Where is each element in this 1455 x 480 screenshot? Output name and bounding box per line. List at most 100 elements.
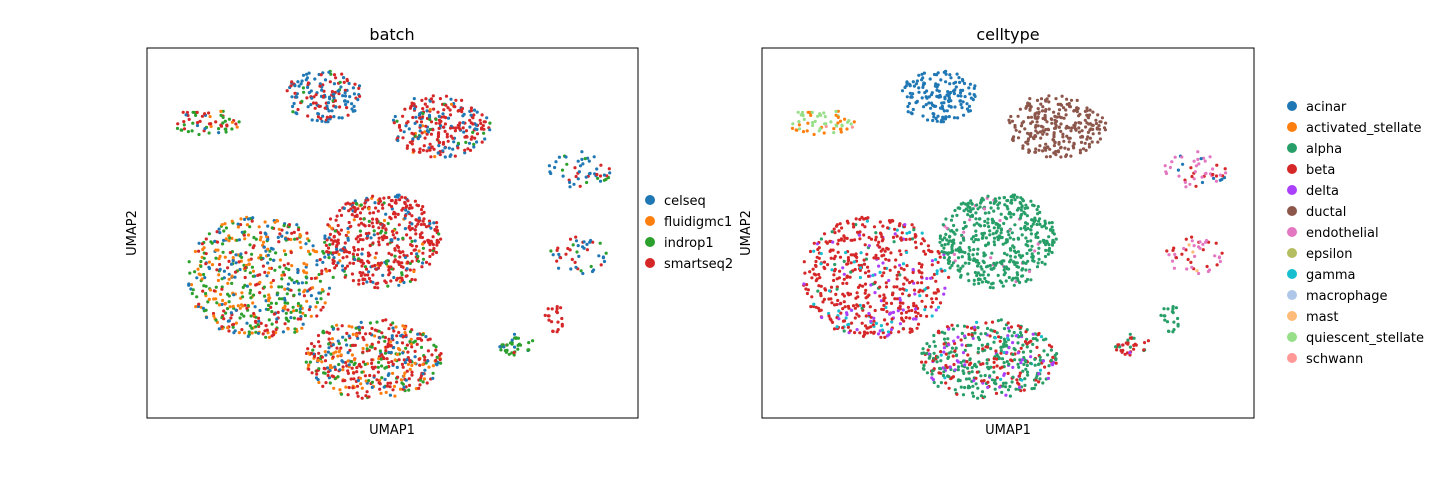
scatter-point bbox=[434, 358, 438, 362]
scatter-point bbox=[967, 363, 972, 367]
scatter-point bbox=[819, 237, 824, 241]
scatter-point bbox=[1041, 359, 1045, 363]
scatter-point bbox=[1062, 116, 1066, 120]
scatter-point bbox=[227, 117, 231, 121]
scatter-point bbox=[379, 391, 383, 395]
scatter-point bbox=[930, 250, 934, 254]
scatter-point bbox=[982, 379, 986, 383]
scatter-point bbox=[568, 237, 573, 241]
scatter-point bbox=[431, 364, 435, 368]
scatter-point bbox=[286, 301, 290, 305]
scatter-point bbox=[976, 350, 980, 354]
scatter-point bbox=[814, 259, 818, 264]
scatter-point bbox=[986, 345, 990, 349]
scatter-point bbox=[547, 318, 551, 322]
scatter-point bbox=[1037, 111, 1041, 116]
scatter-point bbox=[356, 379, 360, 383]
scatter-point bbox=[1029, 349, 1033, 353]
scatter-point bbox=[400, 271, 404, 275]
scatter-point bbox=[1049, 358, 1053, 362]
scatter-point bbox=[432, 221, 436, 225]
scatter-point bbox=[1018, 200, 1022, 205]
scatter-point bbox=[929, 305, 933, 309]
scatter-point bbox=[891, 291, 895, 295]
scatter-point bbox=[917, 86, 921, 90]
scatter-point bbox=[391, 233, 395, 237]
scatter-point bbox=[313, 77, 317, 81]
scatter-point bbox=[320, 269, 324, 273]
scatter-point bbox=[1020, 358, 1024, 362]
scatter-point bbox=[930, 369, 935, 373]
legend-label: indrop1 bbox=[664, 236, 714, 251]
scatter-point bbox=[368, 211, 372, 215]
scatter-point bbox=[1104, 121, 1108, 125]
scatter-point bbox=[1061, 132, 1065, 136]
scatter-point bbox=[1037, 219, 1041, 223]
scatter-point bbox=[812, 302, 816, 306]
scatter-point bbox=[866, 216, 870, 220]
scatter-point bbox=[233, 275, 237, 279]
scatter-point bbox=[463, 135, 467, 139]
scatter-point bbox=[405, 233, 409, 237]
scatter-point bbox=[488, 128, 492, 132]
scatter-point bbox=[966, 201, 971, 205]
scatter-point bbox=[193, 270, 197, 274]
scatter-point bbox=[891, 219, 895, 223]
scatter-point bbox=[228, 251, 232, 255]
scatter-point bbox=[293, 237, 297, 241]
scatter-point bbox=[942, 101, 946, 105]
scatter-point bbox=[305, 263, 309, 267]
scatter-point bbox=[963, 348, 967, 352]
scatter-point bbox=[1018, 358, 1022, 362]
scatter-point bbox=[512, 332, 517, 336]
scatter-point bbox=[938, 255, 942, 259]
scatter-point bbox=[341, 268, 345, 272]
scatter-point bbox=[966, 272, 970, 276]
scatter-point bbox=[853, 331, 857, 335]
scatter-point bbox=[270, 226, 274, 230]
scatter-point bbox=[908, 281, 912, 285]
scatter-point bbox=[849, 122, 853, 126]
scatter-point bbox=[1180, 252, 1184, 256]
scatter-point bbox=[873, 308, 877, 313]
scatter-point bbox=[577, 254, 581, 258]
scatter-point bbox=[859, 266, 863, 270]
scatter-point bbox=[311, 286, 315, 290]
scatter-point bbox=[327, 250, 331, 254]
scatter-point bbox=[869, 330, 873, 334]
scatter-point bbox=[906, 305, 911, 309]
scatter-point bbox=[408, 203, 412, 207]
scatter-point bbox=[269, 281, 273, 285]
scatter-point bbox=[829, 120, 833, 124]
scatter-point bbox=[900, 231, 904, 235]
scatter-point bbox=[238, 316, 242, 320]
scatter-point bbox=[887, 333, 891, 337]
scatter-point bbox=[970, 333, 974, 337]
scatter-point bbox=[845, 274, 849, 278]
scatter-point bbox=[205, 315, 209, 320]
scatter-point bbox=[363, 201, 367, 205]
scatter-point bbox=[471, 130, 475, 134]
scatter-point bbox=[833, 267, 837, 271]
scatter-point bbox=[394, 325, 398, 329]
scatter-point bbox=[938, 301, 943, 305]
legend-marker bbox=[1287, 122, 1297, 132]
scatter-point bbox=[869, 283, 873, 287]
scatter-point bbox=[898, 301, 903, 305]
scatter-point bbox=[398, 276, 402, 280]
scatter-point bbox=[390, 360, 394, 364]
scatter-point bbox=[1006, 207, 1010, 211]
scatter-point bbox=[437, 126, 441, 130]
scatter-point bbox=[370, 342, 374, 346]
scatter-point bbox=[883, 335, 887, 339]
scatter-point bbox=[844, 251, 848, 255]
scatter-point bbox=[1040, 109, 1045, 113]
scatter-point bbox=[573, 260, 577, 264]
scatter-point bbox=[347, 324, 351, 328]
scatter-point bbox=[574, 265, 578, 269]
scatter-point bbox=[218, 262, 222, 267]
scatter-point bbox=[899, 266, 903, 270]
scatter-point bbox=[956, 94, 960, 98]
scatter-point bbox=[823, 288, 828, 292]
scatter-point bbox=[331, 261, 336, 265]
